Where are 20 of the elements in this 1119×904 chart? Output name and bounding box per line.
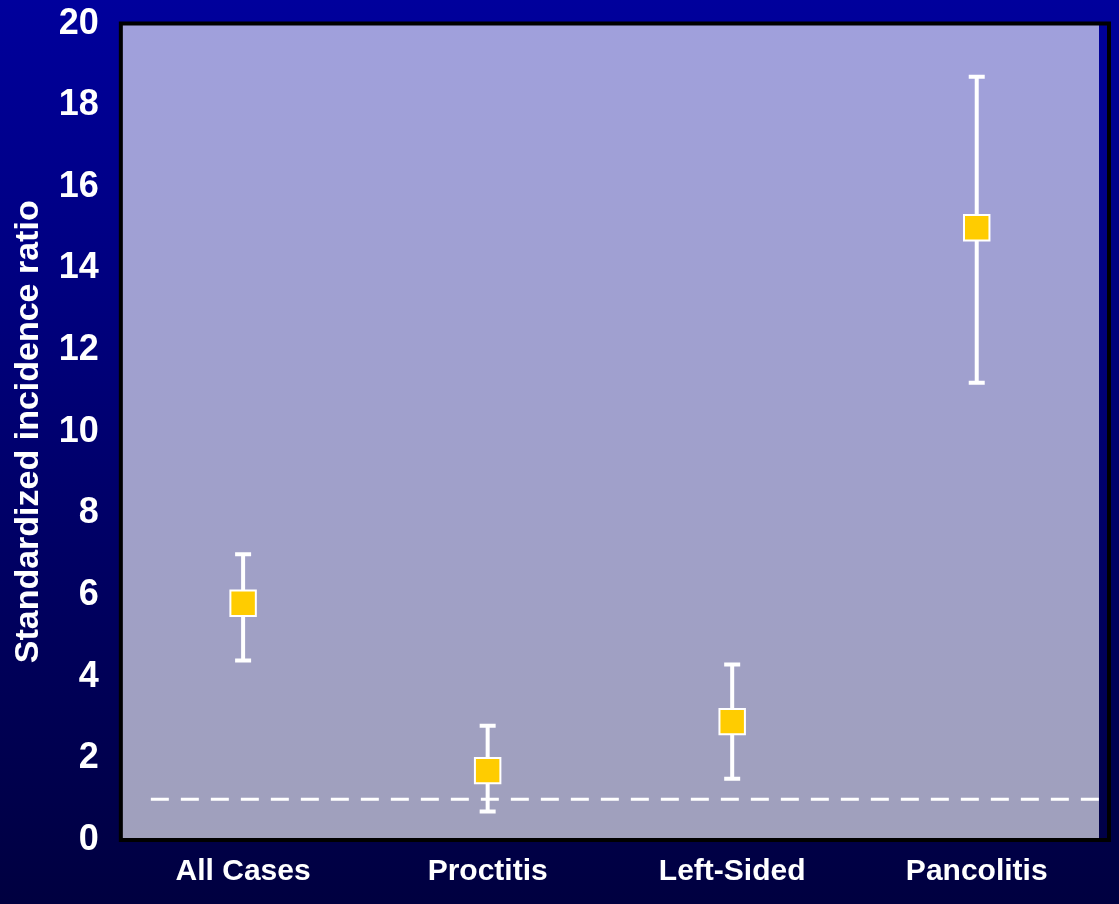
y-tick-label: 2 — [78, 735, 99, 777]
x-tick-label: Pancolitis — [905, 853, 1048, 887]
y-tick-label: 6 — [78, 572, 99, 613]
point — [963, 213, 991, 242]
y-tick-label: 10 — [58, 408, 99, 450]
x-tick-label: Proctitis — [427, 853, 548, 887]
point — [473, 756, 502, 785]
y-tick-label: 20 — [58, 0, 99, 42]
y-tick-label: 4 — [78, 653, 99, 695]
y-tick-label: 16 — [58, 163, 99, 205]
point — [718, 707, 746, 736]
point — [229, 589, 257, 617]
x-tick-label: All Cases — [175, 853, 311, 887]
y-tick-label: 0 — [78, 816, 99, 858]
y-tick-label: 18 — [58, 82, 99, 124]
y-tick-label: 12 — [58, 327, 99, 369]
x-tick-label: Left-Sided — [658, 853, 806, 887]
y-tick-label: 14 — [58, 245, 99, 287]
y-axis-title: Standardized incidence ratio — [6, 200, 45, 664]
y-tick-label: 8 — [78, 490, 99, 532]
